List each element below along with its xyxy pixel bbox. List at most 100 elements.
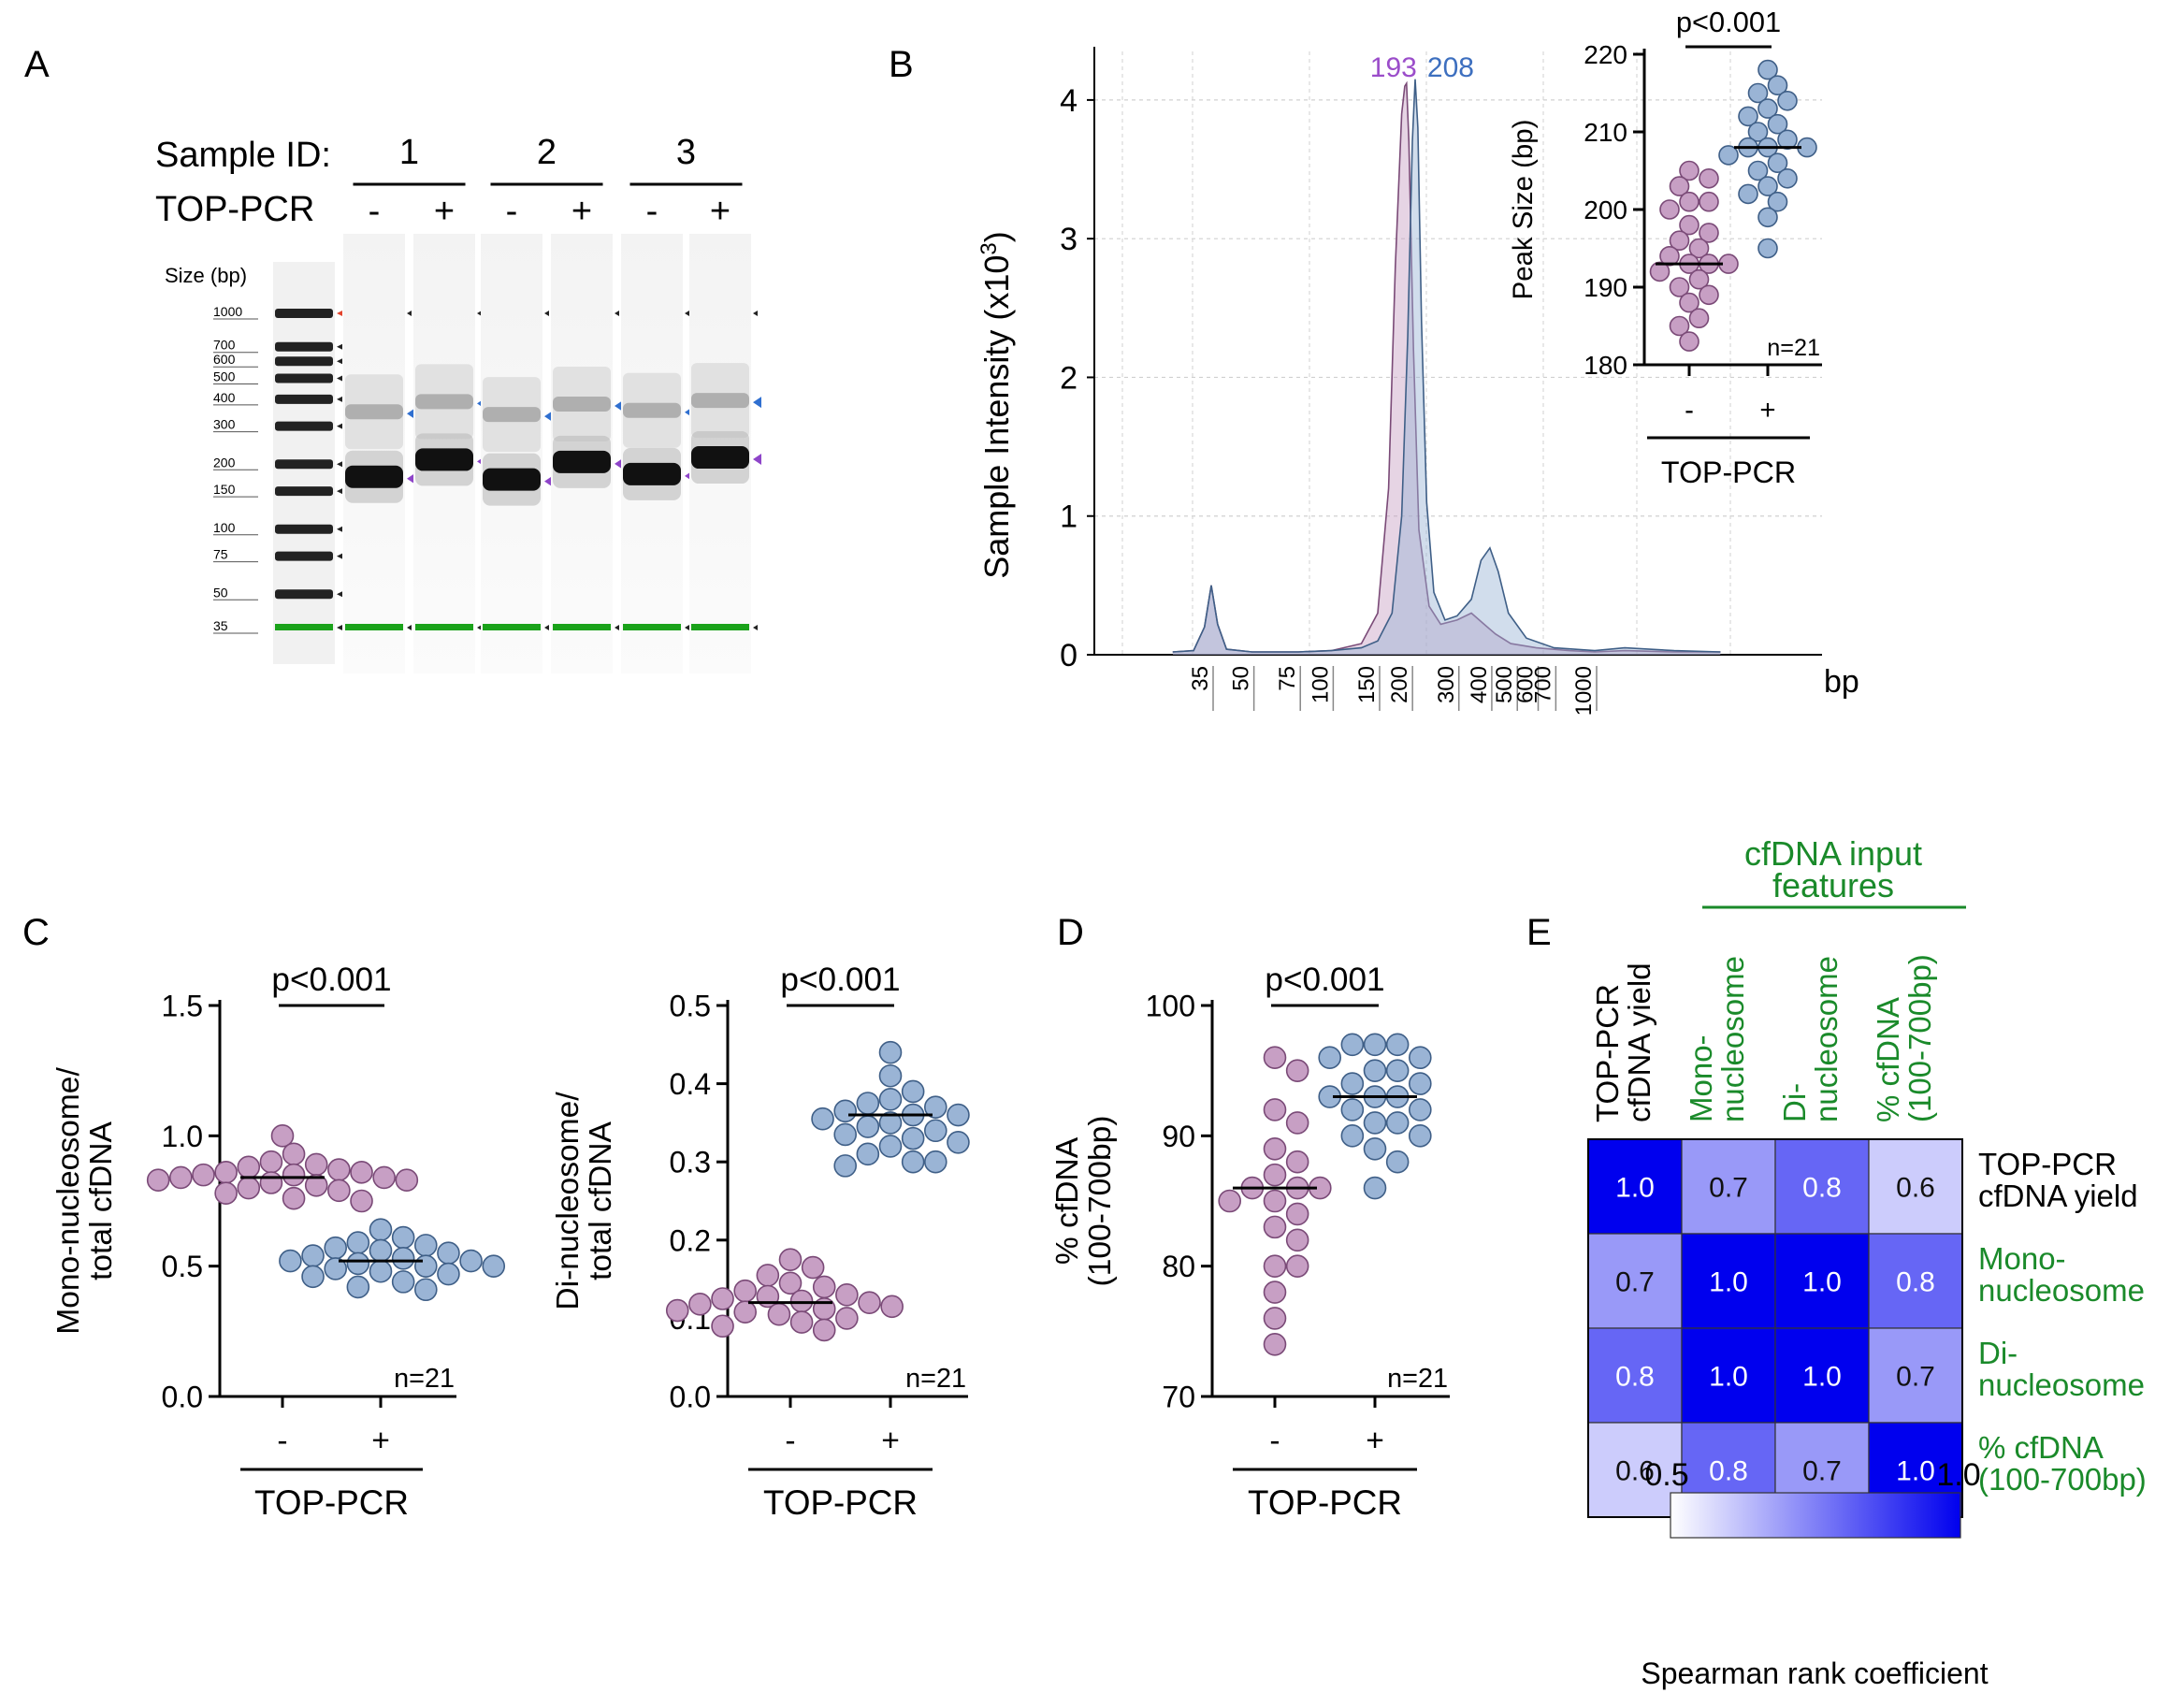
data-point bbox=[1263, 1136, 1287, 1161]
p-value-label: p<0.001 bbox=[1676, 6, 1781, 38]
data-point bbox=[369, 1238, 393, 1263]
data-point bbox=[301, 1244, 325, 1267]
y-axis-label: total cfDNA bbox=[84, 1121, 119, 1280]
data-point bbox=[482, 1254, 506, 1278]
data-point bbox=[327, 1158, 351, 1181]
y-axis-label: Mono-nucleosome/ bbox=[51, 1067, 86, 1335]
data-point bbox=[413, 1278, 438, 1302]
main-band bbox=[483, 468, 541, 491]
ladder-tick-marker bbox=[337, 396, 342, 402]
ladder-tick-marker bbox=[337, 591, 342, 598]
data-point bbox=[350, 1161, 373, 1184]
data-point bbox=[459, 1249, 483, 1273]
data-point bbox=[756, 1264, 780, 1287]
y-tick-label: 2 bbox=[1060, 360, 1078, 396]
data-point bbox=[833, 1154, 858, 1178]
marker-band-35bp bbox=[691, 624, 749, 630]
data-point bbox=[901, 1126, 925, 1150]
category-label: + bbox=[1759, 395, 1775, 426]
series-area bbox=[1172, 83, 1721, 656]
y-tick-label: 0.4 bbox=[670, 1067, 711, 1101]
x-axis-label: TOP-PCR bbox=[763, 1483, 918, 1522]
lane-tick-arrow bbox=[544, 625, 549, 630]
data-point bbox=[923, 1095, 947, 1119]
data-point bbox=[1777, 129, 1798, 151]
cfdna-percent-plot: 70 80 90 100 % cfDNA(100-700bp) - + TOP-PCR p<0.… bbox=[1050, 962, 1450, 1522]
ladder-tick-marker bbox=[337, 423, 342, 429]
column-group-header: features bbox=[1772, 866, 1894, 904]
gel-lane bbox=[481, 234, 553, 673]
x-tick-label: 400 bbox=[1467, 666, 1492, 703]
ladder-tick-marker bbox=[337, 526, 342, 532]
data-point bbox=[1363, 1111, 1387, 1135]
n-label: n=21 bbox=[394, 1364, 455, 1394]
data-point bbox=[1285, 1254, 1309, 1278]
heatmap-cell-value: 1.0 bbox=[1709, 1362, 1748, 1393]
heatmap-cell-value: 0.7 bbox=[1896, 1362, 1935, 1393]
lane-tick-arrow bbox=[407, 311, 412, 316]
peak-label-minus: 193 bbox=[1370, 52, 1417, 83]
data-point bbox=[214, 1181, 238, 1205]
gel-lane bbox=[621, 234, 693, 673]
x-tick-label: 200 bbox=[1387, 666, 1412, 703]
ladder-size-label: 300 bbox=[213, 417, 236, 432]
data-point bbox=[665, 1298, 689, 1323]
heatmap-cell-value: 1.0 bbox=[1802, 1267, 1842, 1298]
data-point bbox=[1767, 113, 1788, 135]
marker-band-35bp bbox=[415, 624, 473, 630]
heatmap-cell bbox=[1868, 1233, 1963, 1329]
data-point bbox=[146, 1168, 170, 1193]
row-label: % cfDNA bbox=[1978, 1430, 2104, 1465]
data-point bbox=[282, 1142, 306, 1166]
ladder-tick-marker bbox=[337, 553, 342, 559]
data-point bbox=[1767, 191, 1788, 212]
data-point bbox=[1363, 1136, 1387, 1161]
data-point bbox=[711, 1314, 734, 1338]
data-point bbox=[1409, 1098, 1432, 1121]
x-tick-label: 500 bbox=[1492, 666, 1517, 703]
data-point bbox=[1777, 168, 1798, 189]
data-point bbox=[282, 1163, 306, 1187]
ladder-size-label: 50 bbox=[213, 585, 228, 600]
data-point bbox=[1340, 1072, 1365, 1095]
heatmap-cell-value: 1.0 bbox=[1896, 1456, 1935, 1487]
ladder-band bbox=[275, 459, 333, 470]
data-point bbox=[1747, 160, 1769, 181]
column-header: Di- bbox=[1777, 1083, 1812, 1122]
ladder-tick-marker bbox=[337, 488, 342, 495]
data-point bbox=[923, 1150, 947, 1174]
n-label: n=21 bbox=[1387, 1364, 1448, 1394]
lane-tick-arrow bbox=[407, 625, 412, 630]
data-point bbox=[346, 1251, 370, 1276]
upper-band bbox=[415, 394, 473, 410]
y-tick-label: 200 bbox=[1584, 195, 1627, 224]
data-point bbox=[878, 1135, 903, 1158]
category-label: - bbox=[1269, 1424, 1280, 1458]
ladder-band bbox=[275, 373, 333, 383]
ladder-size-label: 400 bbox=[213, 390, 236, 405]
data-point bbox=[1757, 98, 1778, 119]
data-point bbox=[835, 1283, 859, 1307]
data-point bbox=[1363, 1033, 1387, 1057]
data-point bbox=[1263, 1254, 1287, 1278]
ladder-band-marker bbox=[275, 624, 333, 630]
y-tick-label: 190 bbox=[1584, 273, 1627, 302]
peak-size-inset: 180 190 200 210 220 Peak Size (bp) - + TOP-PCR p<… bbox=[1508, 6, 1822, 489]
data-point bbox=[1218, 1189, 1241, 1213]
ladder-band bbox=[275, 341, 333, 352]
panel-label-e: E bbox=[1526, 912, 1552, 953]
data-point bbox=[1669, 176, 1690, 196]
data-point bbox=[856, 1142, 880, 1166]
ladder-size-label: 200 bbox=[213, 455, 236, 470]
x-axis-label: TOP-PCR bbox=[1248, 1483, 1402, 1522]
row-label: cfDNA yield bbox=[1978, 1179, 2138, 1213]
data-point bbox=[304, 1173, 328, 1197]
top-pcr-sign: - bbox=[369, 192, 381, 231]
ladder-band bbox=[275, 309, 333, 318]
data-point bbox=[324, 1257, 348, 1280]
data-point bbox=[878, 1063, 903, 1088]
data-point bbox=[1688, 268, 1710, 290]
data-point bbox=[858, 1291, 881, 1314]
data-point bbox=[1738, 106, 1758, 127]
